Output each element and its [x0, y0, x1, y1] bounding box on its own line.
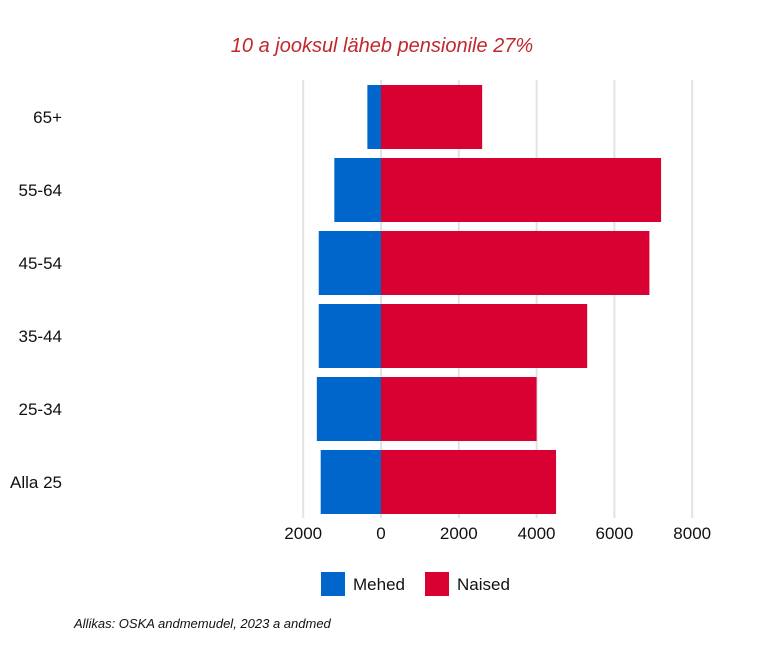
legend-swatch-naised: [425, 572, 449, 596]
x-tick-label-0: 2000: [284, 524, 322, 543]
bar-mehed-0: [367, 85, 381, 149]
legend-swatch-mehed: [321, 572, 345, 596]
category-label-5: Alla 25: [10, 473, 62, 492]
category-label-2: 45-54: [19, 254, 62, 273]
x-tick-label-2: 2000: [440, 524, 478, 543]
x-axis-ticks: 2000 0 2000 4000 6000 8000: [284, 524, 711, 543]
bar-mehed-3: [318, 304, 381, 368]
legend-label-mehed: Mehed: [353, 575, 405, 594]
category-label-4: 25-34: [19, 400, 62, 419]
x-tick-label-5: 8000: [673, 524, 711, 543]
bar-mehed-1: [334, 158, 381, 222]
x-tick-label-1: 0: [376, 524, 385, 543]
x-tick-label-3: 4000: [518, 524, 556, 543]
bar-naised-0: [381, 85, 483, 149]
category-label-1: 55-64: [19, 181, 62, 200]
category-labels: 65+ 55-64 45-54 35-44 25-34 Alla 25: [10, 108, 62, 492]
bar-mehed-2: [318, 231, 381, 295]
x-tick-label-4: 6000: [595, 524, 633, 543]
bar-naised-5: [381, 450, 557, 514]
bar-naised-3: [381, 304, 588, 368]
gridlines: [302, 80, 694, 518]
bar-mehed-5: [320, 450, 381, 514]
legend-label-naised: Naised: [457, 575, 510, 594]
bar-mehed-4: [316, 377, 381, 441]
bar-naised-1: [381, 158, 662, 222]
category-label-0: 65+: [33, 108, 62, 127]
source-note: Allikas: OSKA andmemudel, 2023 a andmed: [73, 616, 332, 631]
category-label-3: 35-44: [19, 327, 62, 346]
bars: [316, 85, 662, 514]
legend: Mehed Naised: [321, 572, 510, 596]
chart-title: 10 a jooksul läheb pensionile 27%: [231, 35, 533, 57]
bar-naised-2: [381, 231, 650, 295]
bar-naised-4: [381, 377, 537, 441]
